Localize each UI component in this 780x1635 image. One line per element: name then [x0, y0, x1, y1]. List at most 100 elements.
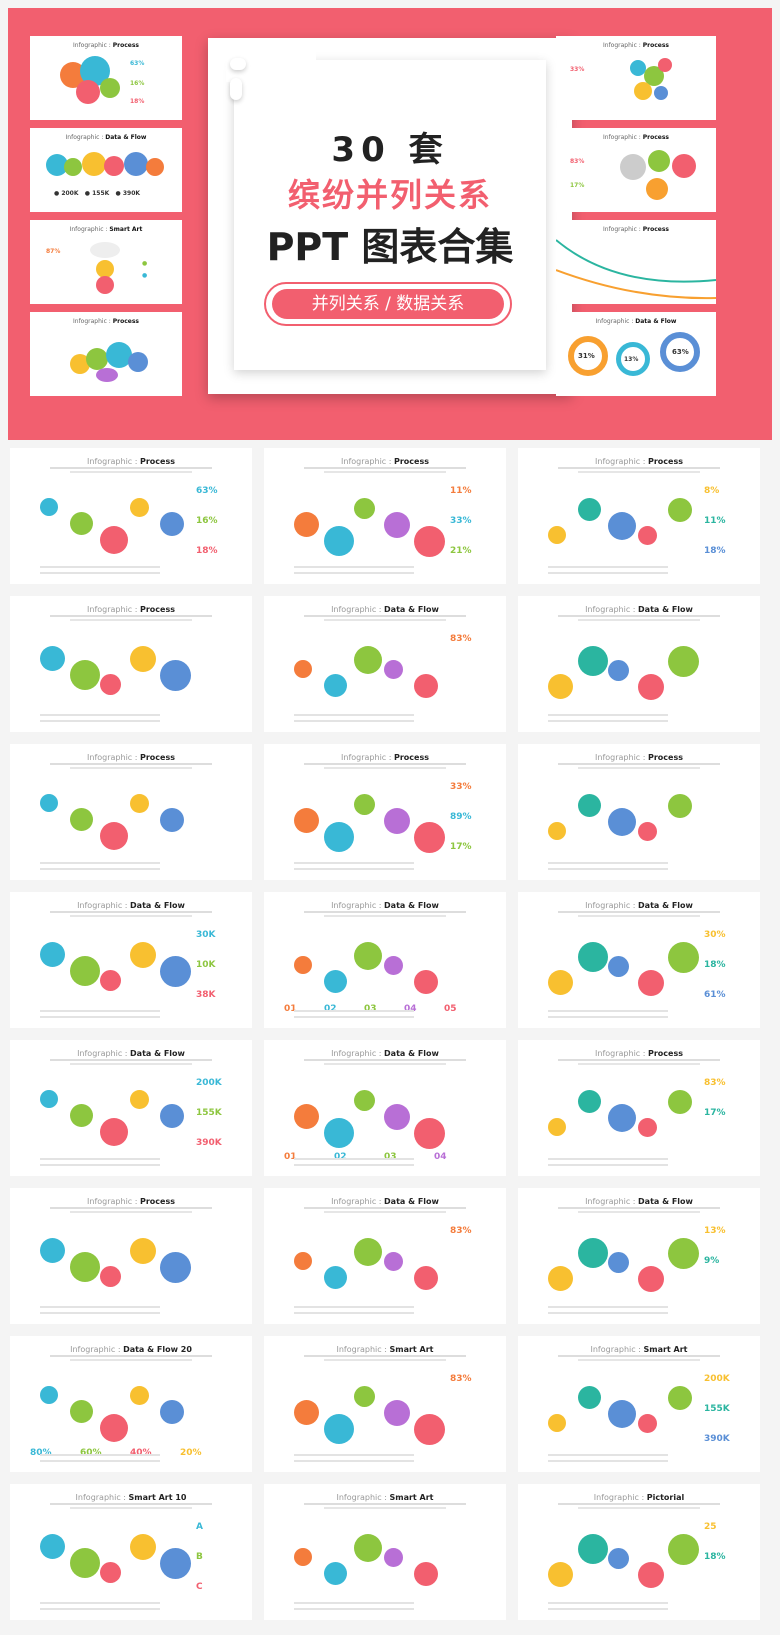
infographic-circle — [354, 794, 375, 815]
infographic-circle — [294, 660, 312, 678]
infographic-circle — [548, 970, 573, 995]
slide-title: Infographic : Smart Art — [590, 1345, 688, 1354]
infographic-circle — [578, 1238, 608, 1268]
infographic-circle — [608, 512, 636, 540]
infographic-circle — [578, 794, 601, 817]
tag-label: 并列关系 / 数据关系 — [272, 289, 504, 319]
infographic-circle — [608, 1104, 636, 1132]
slide-title: Infographic : Data & Flow — [331, 901, 439, 910]
infographic-circle — [40, 498, 58, 516]
infographic-circle — [324, 1266, 347, 1289]
infographic-circle — [548, 1118, 566, 1136]
slide-card: Infographic : Data & Flow 83% — [264, 1188, 506, 1324]
infographic-circle — [638, 970, 664, 996]
stat-value: 200K — [196, 1078, 222, 1088]
stat-value: 04 — [404, 1004, 417, 1014]
stat-value: 17% — [704, 1108, 726, 1118]
stat-value: 80% — [30, 1448, 52, 1458]
stat-value: 16% — [196, 516, 218, 526]
slide-title: Infographic : Process — [341, 457, 429, 466]
slide-card: Infographic : Data & Flow 30K 10K 38K — [10, 892, 252, 1028]
slide-title: Infographic : Process — [595, 457, 683, 466]
thumb-right-2: Infographic : Process 83% 17% — [556, 128, 716, 212]
infographic-circle — [294, 1252, 312, 1270]
count-label: 30 套 — [331, 130, 449, 170]
slide-title: Infographic : Process — [87, 753, 175, 762]
infographic-circle — [384, 512, 410, 538]
stat-value: 17% — [450, 842, 472, 852]
infographic-circle — [100, 1562, 121, 1583]
infographic-circle — [40, 1386, 58, 1404]
stat-value: 18% — [704, 960, 726, 970]
infographic-circle — [638, 526, 657, 545]
infographic-circle — [70, 808, 93, 831]
slide-title: Infographic : Smart Art 10 — [75, 1493, 187, 1502]
infographic-circle — [548, 1414, 566, 1432]
slide-title: Infographic : Data & Flow — [585, 1197, 693, 1206]
infographic-circle — [160, 1104, 184, 1128]
infographic-circle — [638, 1414, 657, 1433]
slide-title: Infographic : Data & Flow — [331, 1197, 439, 1206]
infographic-circle — [324, 970, 347, 993]
infographic-circle — [70, 956, 100, 986]
stat-value: 33% — [450, 782, 472, 792]
slide-card: Infographic : Process 11% 33% 21% — [264, 448, 506, 584]
stat-value: 83% — [450, 1226, 472, 1236]
stat-value: 03 — [364, 1004, 377, 1014]
stat-value: 02 — [324, 1004, 337, 1014]
infographic-circle — [608, 1400, 636, 1428]
stat-value: 60% — [80, 1448, 102, 1458]
thumb-left-4: Infographic : Process — [30, 312, 182, 396]
slide-title: Infographic : Data & Flow 20 — [70, 1345, 192, 1354]
slide-card: Infographic : Smart Art 10 A B C — [10, 1484, 252, 1620]
slide-card: Infographic : Process — [518, 744, 760, 880]
slide-title: Infographic : Data & Flow — [331, 605, 439, 614]
infographic-circle — [40, 1238, 65, 1263]
stat-value: 390K — [704, 1434, 730, 1444]
infographic-circle — [130, 1238, 156, 1264]
infographic-circle — [384, 1400, 410, 1426]
infographic-circle — [384, 1252, 403, 1271]
stat-value: 11% — [704, 516, 726, 526]
stat-value: 18% — [196, 546, 218, 556]
infographic-circle — [668, 498, 692, 522]
infographic-circle — [324, 526, 354, 556]
infographic-circle — [100, 970, 121, 991]
infographic-circle — [668, 942, 699, 973]
title-frame — [234, 60, 546, 370]
stat-value: 03 — [384, 1152, 397, 1162]
slide-title: Infographic : Process — [341, 753, 429, 762]
slide-card: Infographic : Data & Flow 200K 155K 390K — [10, 1040, 252, 1176]
infographic-circle — [160, 808, 184, 832]
infographic-circle — [100, 526, 128, 554]
infographic-circle — [324, 822, 354, 852]
slide-title: Infographic : Pictorial — [593, 1493, 685, 1502]
infographic-circle — [384, 660, 403, 679]
stat-value: 01 — [284, 1152, 297, 1162]
infographic-circle — [40, 942, 65, 967]
infographic-circle — [354, 942, 382, 970]
slide-title: Infographic : Smart Art — [336, 1345, 434, 1354]
infographic-circle — [160, 1548, 191, 1579]
infographic-circle — [40, 1090, 58, 1108]
infographic-circle — [384, 956, 403, 975]
infographic-circle — [414, 526, 445, 557]
infographic-circle — [414, 1118, 445, 1149]
slide-title: Infographic : Data & Flow — [585, 901, 693, 910]
infographic-circle — [608, 1548, 629, 1569]
infographic-circle — [548, 1266, 573, 1291]
infographic-circle — [608, 808, 636, 836]
stat-value: B — [196, 1552, 203, 1562]
thumb-left-2: Infographic : Data & Flow ● 200K ● 155K … — [30, 128, 182, 212]
stat-value: 38K — [196, 990, 216, 1000]
thumb-left-3: Infographic : Smart Art 87% ● ● — [30, 220, 182, 304]
stat-value: 83% — [450, 634, 472, 644]
slide-card: Infographic : Smart Art 83% — [264, 1336, 506, 1472]
infographic-circle — [100, 674, 121, 695]
tag-pill: 并列关系 / 数据关系 — [264, 282, 512, 326]
stat-value: 10K — [196, 960, 216, 970]
infographic-circle — [70, 1400, 93, 1423]
slide-title: Infographic : Process — [87, 457, 175, 466]
thumb-right-3: Infographic : Process — [556, 220, 716, 304]
stat-value: 33% — [450, 516, 472, 526]
